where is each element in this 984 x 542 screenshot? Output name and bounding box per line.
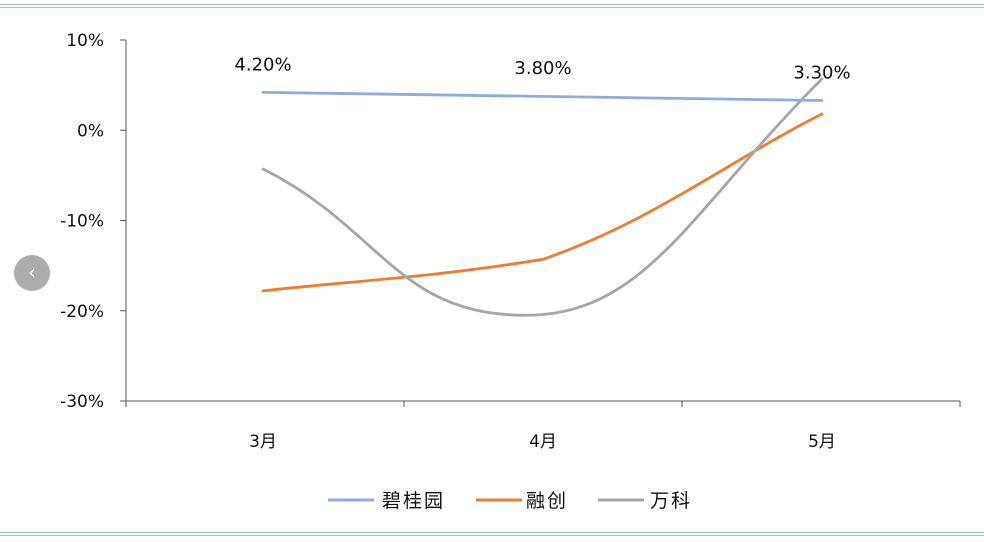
y-tick-label: -30% bbox=[60, 392, 104, 412]
chevron-left-icon: ‹ bbox=[28, 260, 36, 284]
legend-label: 万科 bbox=[650, 490, 692, 512]
x-tick-label: 3月 bbox=[249, 432, 277, 452]
bottom-divider bbox=[0, 532, 984, 536]
legend-label: 碧桂园 bbox=[382, 490, 445, 512]
top-divider bbox=[0, 4, 984, 8]
data-label: 3.80% bbox=[514, 58, 571, 79]
data-label: 4.20% bbox=[234, 54, 291, 75]
y-tick-label: 0% bbox=[77, 121, 104, 141]
x-tick-label: 4月 bbox=[529, 432, 557, 452]
series-line-rongchuang bbox=[261, 112, 824, 293]
series-line-vanke bbox=[261, 77, 824, 317]
previous-slide-button[interactable]: ‹ bbox=[14, 255, 50, 291]
x-tick-label: 5月 bbox=[808, 432, 836, 452]
series-line-biguiyuan bbox=[261, 90, 824, 102]
legend-label: 融创 bbox=[526, 490, 568, 512]
y-tick-label: -20% bbox=[60, 302, 104, 322]
data-label: 3.30% bbox=[793, 62, 850, 83]
y-tick-label: -10% bbox=[60, 212, 104, 232]
y-tick-label: 10% bbox=[66, 31, 104, 51]
